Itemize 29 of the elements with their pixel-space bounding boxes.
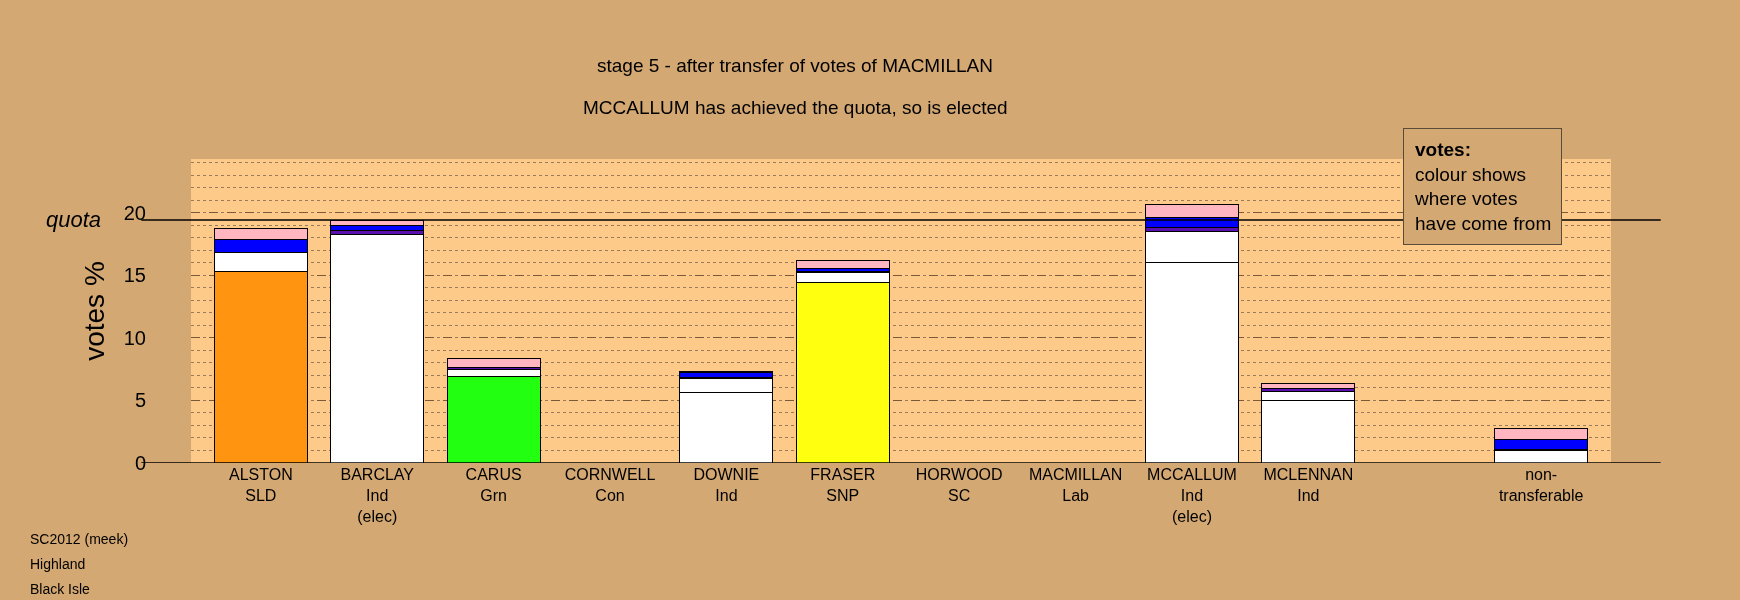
annotation: colour shows where votes have come from [1414, 163, 1552, 235]
y-tick-label: 20 [123, 201, 146, 224]
y-tick-label: 10 [123, 326, 146, 349]
bar [330, 224, 425, 232]
text: Highland [30, 556, 86, 572]
x-tick-label: ALSTON SLD [228, 466, 293, 504]
y-axis-title: votes % [79, 261, 111, 361]
x-tick-label: HORWOOD SC [915, 466, 1003, 504]
chart-subtitle: MCCALLUM has achieved the quota, so is elected [583, 97, 1008, 118]
x-tick-label: CARUS Grn [465, 466, 522, 504]
text: Black Isle [30, 581, 91, 597]
x-tick-label: BARCLAY Ind (elec) [340, 466, 415, 525]
bar [1261, 383, 1356, 390]
annotation: votes: [1415, 139, 1471, 160]
x-tick-label: FRASER SNP [810, 466, 876, 504]
y-tick-label: 0 [134, 452, 146, 474]
x-tick-label: MACMILLAN Lab [1028, 466, 1123, 504]
x-tick-label: DOWNIE Ind [693, 466, 760, 504]
bar [795, 260, 890, 269]
y-tick-label: 5 [134, 389, 146, 412]
ref-line-label: quota [46, 207, 102, 232]
bar [446, 358, 541, 368]
text: SC2012 (meek) [30, 531, 129, 547]
x-tick-label: MCLENNAN Ind [1263, 466, 1354, 504]
x-tick-label: CORNWELL Con [564, 466, 656, 504]
chart-title: stage 5 - after transfer of votes of MACMILLAN [597, 54, 993, 76]
y-tick-label: 15 [123, 264, 146, 287]
x-tick-label: non- transferable [1498, 466, 1584, 504]
x-tick-label: MCCALLUM Ind (elec) [1147, 466, 1237, 525]
